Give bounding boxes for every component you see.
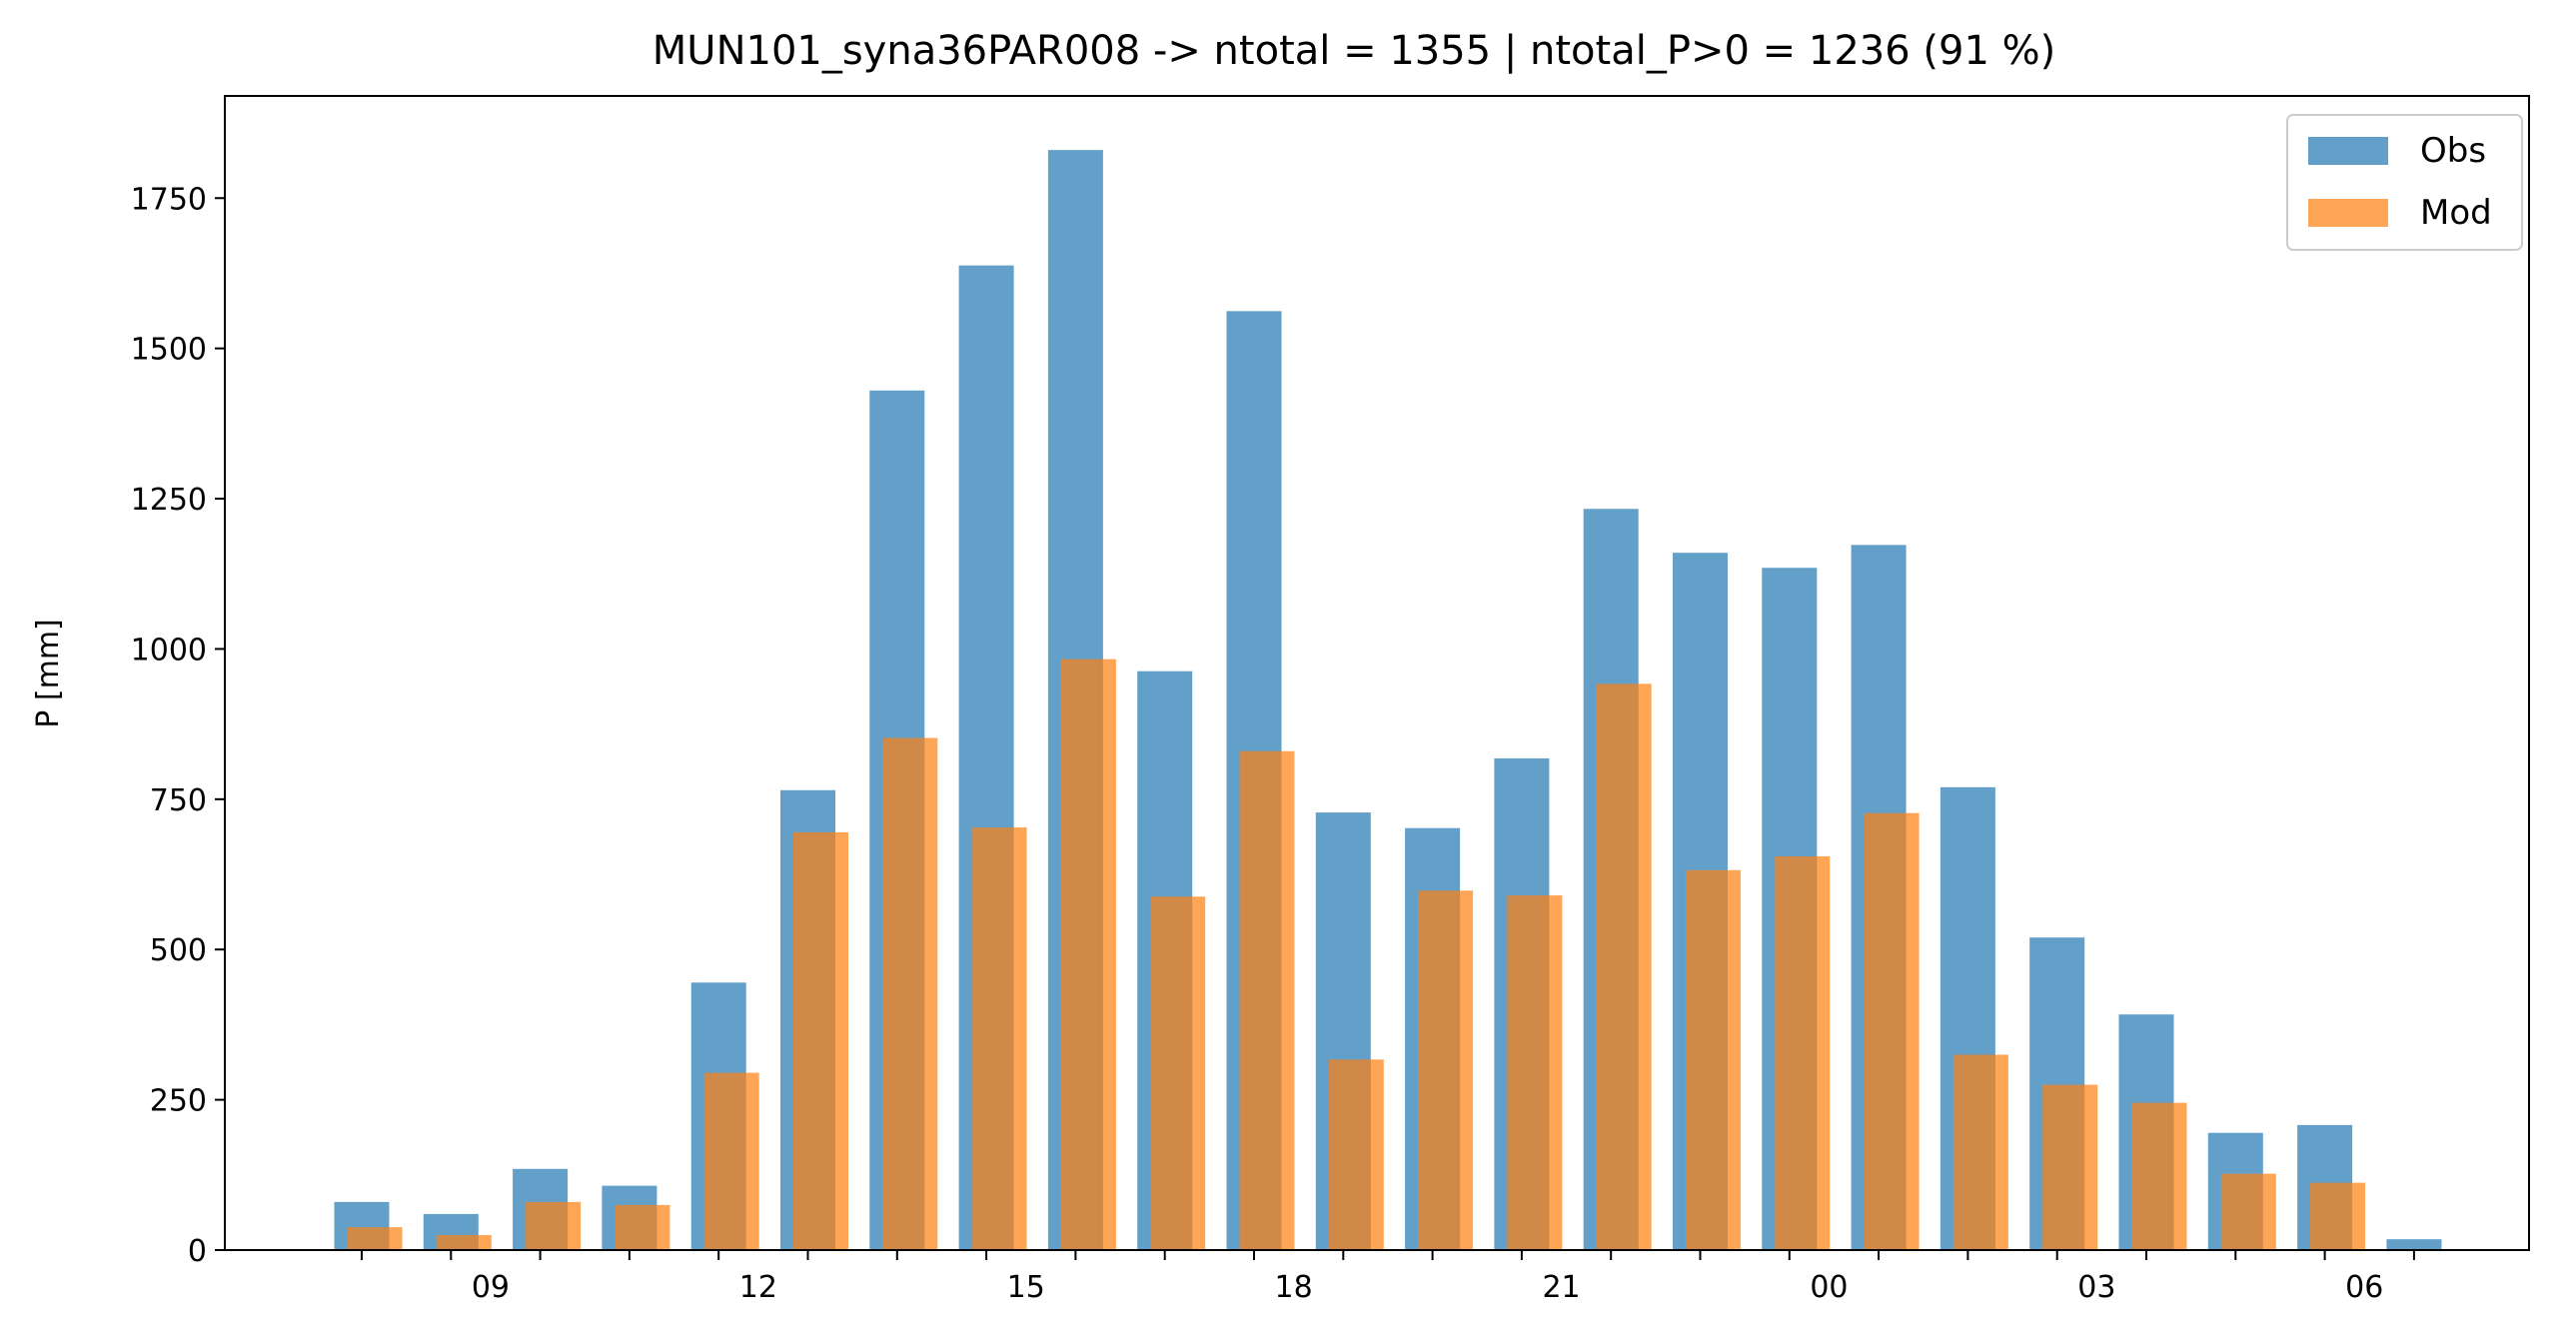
bar-mod-13 [1507, 895, 1563, 1250]
bar-mod-11 [1328, 1059, 1384, 1250]
bar-mod-20 [2131, 1102, 2187, 1250]
x-tick-label: 18 [1275, 1270, 1313, 1305]
legend-swatch-obs [2308, 137, 2388, 165]
y-tick-label: 500 [150, 933, 207, 968]
bar-mod-14 [1596, 683, 1652, 1250]
y-tick-label: 1000 [131, 633, 207, 668]
bar-mod-2 [526, 1201, 582, 1250]
x-tick-label: 03 [2077, 1270, 2115, 1305]
y-tick-label: 0 [188, 1234, 207, 1269]
bar-mod-5 [793, 831, 848, 1250]
bar-mod-12 [1418, 890, 1474, 1250]
y-tick-label: 750 [150, 783, 207, 818]
y-tick-label: 1250 [131, 483, 207, 518]
x-tick-label: 21 [1542, 1270, 1580, 1305]
mod-bar-series [347, 659, 2366, 1250]
y-axis-label: P [mm] [31, 619, 66, 727]
bar-mod-16 [1775, 855, 1831, 1250]
bar-mod-8 [1060, 659, 1116, 1250]
bar-mod-9 [1150, 896, 1206, 1250]
chart-title: MUN101_syna36PAR008 -> ntotal = 1355 | n… [652, 28, 2055, 74]
legend-label-mod: Mod [2420, 193, 2492, 233]
x-tick-label: 00 [1810, 1270, 1848, 1305]
plot-frame [224, 95, 2530, 1251]
bar-mod-0 [347, 1227, 403, 1250]
x-tick-label: 09 [472, 1270, 510, 1305]
y-axis: 0 250 500 750 1000 1250 1500 1750 [131, 182, 225, 1269]
legend: Obs Mod [2286, 114, 2523, 251]
bar-mod-17 [1864, 812, 1920, 1250]
bar-mod-19 [2042, 1084, 2098, 1250]
bar-mod-6 [882, 737, 938, 1250]
bar-mod-3 [615, 1204, 670, 1250]
x-tick-label: 12 [739, 1270, 777, 1305]
y-tick-label: 1500 [131, 333, 207, 368]
bar-mod-7 [971, 827, 1027, 1250]
x-tick-label: 15 [1007, 1270, 1045, 1305]
bar-mod-1 [436, 1234, 492, 1250]
bar-mod-22 [2310, 1182, 2366, 1250]
bar-mod-18 [1952, 1054, 2008, 1250]
bar-mod-15 [1686, 869, 1741, 1250]
bar-mod-4 [703, 1072, 759, 1250]
legend-swatch-mod [2308, 199, 2388, 227]
bar-mod-21 [2220, 1173, 2276, 1250]
y-tick-label: 250 [150, 1084, 207, 1119]
legend-label-obs: Obs [2420, 131, 2486, 171]
x-axis: 09 12 15 18 21 00 03 06 [361, 1250, 2415, 1305]
x-tick-label: 06 [2345, 1270, 2383, 1305]
bar-obs-23 [2386, 1239, 2442, 1250]
y-tick-label: 1750 [131, 182, 207, 217]
bar-mod-10 [1239, 750, 1295, 1250]
